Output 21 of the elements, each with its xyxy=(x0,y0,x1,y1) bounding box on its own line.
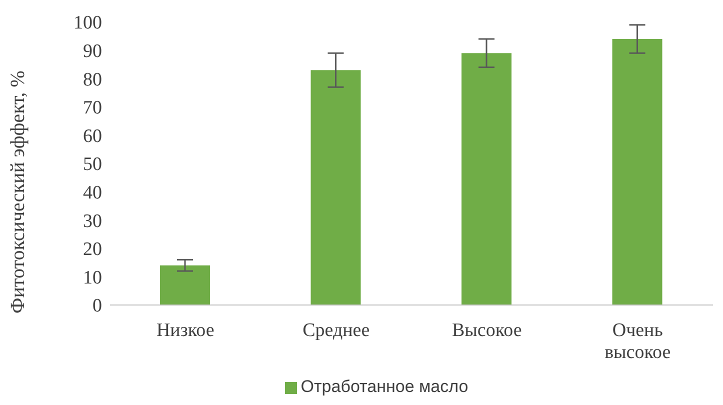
y-tick-label: 20 xyxy=(83,239,102,260)
y-tick-label: 100 xyxy=(74,12,102,34)
y-tick-label: 40 xyxy=(83,182,102,204)
x-tick-label: Низкое xyxy=(156,320,214,341)
bar xyxy=(612,38,662,305)
y-tick-label: 50 xyxy=(83,154,102,176)
y-tick-label: 60 xyxy=(83,126,102,147)
x-tick-label: Среднее xyxy=(302,320,370,341)
y-tick-label: 80 xyxy=(83,69,102,90)
y-tick-label: 0 xyxy=(92,296,102,317)
bar xyxy=(462,53,512,305)
y-tick-label: 90 xyxy=(83,41,102,62)
y-tick-label: 10 xyxy=(83,267,102,288)
y-tick-label: 30 xyxy=(83,210,102,232)
x-tick-label: Очень высокое xyxy=(604,320,671,363)
bar xyxy=(160,265,210,305)
bar xyxy=(310,70,361,305)
legend-label: Отработанное масло xyxy=(300,377,468,396)
x-tick-label: Высокое xyxy=(452,320,522,341)
y-tick-label: 70 xyxy=(83,98,102,119)
y-axis-title: Фитотоксический эффект, % xyxy=(7,70,30,314)
